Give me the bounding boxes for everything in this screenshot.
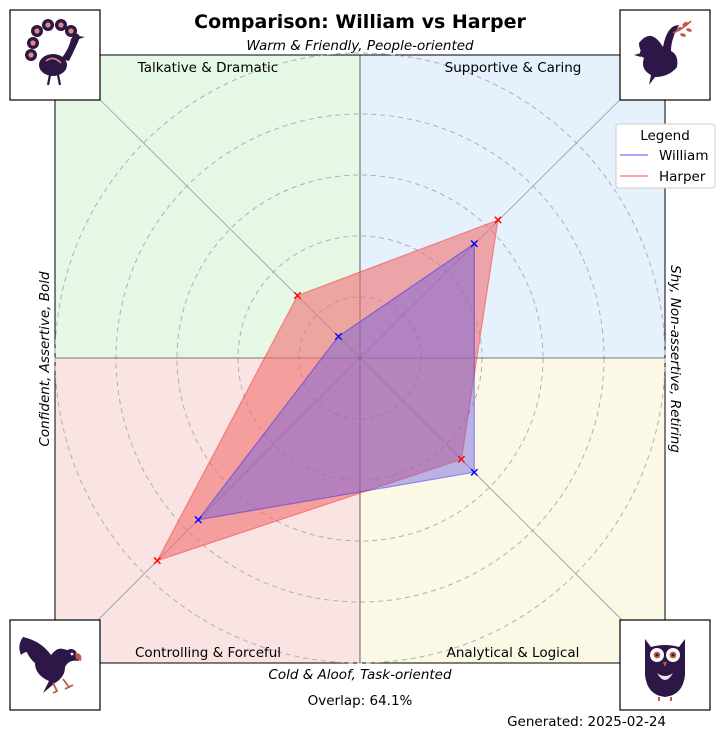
point-harper-supportive (494, 216, 502, 224)
quadrant-label-talkative: Talkative & Dramatic (137, 60, 278, 76)
series-layer (153, 216, 502, 565)
axis-label-top: Warm & Friendly, People-oriented (246, 38, 474, 54)
axis-label-bottom: Cold & Aloof, Task-oriented (268, 667, 452, 683)
eagle-icon (9, 619, 101, 711)
point-william-supportive (470, 240, 478, 248)
legend-title: Legend (640, 128, 690, 144)
quadrant-label-analytical: Analytical & Logical (447, 645, 580, 661)
peacock-icon (9, 9, 101, 101)
legend: Legend William Harper (615, 123, 716, 189)
quadrant-label-supportive: Supportive & Caring (445, 60, 582, 76)
generated-date: Generated: 2025-02-24 (507, 714, 666, 730)
owl-icon (619, 619, 711, 711)
overlap-text: Overlap: 64.1% (308, 693, 413, 709)
axis-label-left: Confident, Assertive, Bold (37, 271, 53, 447)
legend-label-harper: Harper (659, 169, 706, 185)
axis-label-right: Shy, Non-assertive, Retiring (667, 265, 683, 453)
point-william-controlling (194, 516, 202, 524)
point-harper-analytical (457, 455, 466, 464)
legend-label-william: William (659, 148, 708, 164)
point-william-talkative (334, 332, 343, 341)
chart-title: Comparison: William vs Harper (194, 11, 526, 33)
dove-icon (619, 9, 711, 101)
point-harper-talkative (293, 291, 302, 300)
point-william-analytical (470, 468, 478, 476)
quadrant-label-controlling: Controlling & Forceful (135, 645, 281, 661)
point-harper-controlling (153, 557, 161, 565)
